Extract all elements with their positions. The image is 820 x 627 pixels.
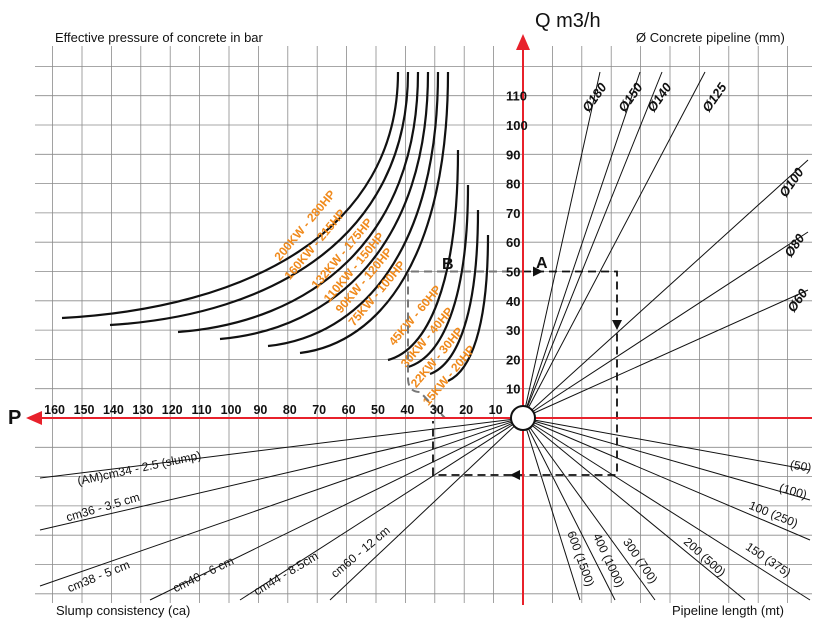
- q-tick-label: 30: [506, 323, 520, 338]
- example-path: [407, 266, 622, 480]
- q-tick-label: 10: [506, 382, 520, 397]
- power-curve: [219, 71, 430, 341]
- power-curve: [429, 209, 480, 376]
- diameter-label: Ø125: [699, 79, 730, 114]
- p-tick-label: 90: [253, 403, 267, 417]
- length-ray: [522, 417, 616, 601]
- power-curve: [407, 184, 470, 369]
- q-tick-label: 20: [506, 352, 520, 367]
- path-arrow-down: [612, 320, 622, 330]
- diameter-label: Ø60: [784, 285, 811, 314]
- q-tick-label: 90: [506, 147, 520, 162]
- slump-ray: [239, 417, 524, 601]
- path-arrow-right: [533, 266, 543, 277]
- q-tick-label: 40: [506, 294, 520, 309]
- slump-label: cm44 - 8.5cm: [251, 549, 321, 598]
- power-curve: [447, 234, 490, 383]
- length-ray: [522, 417, 746, 601]
- length-ray: [522, 417, 811, 471]
- diameter-ray: [522, 231, 809, 419]
- p-tick-label: 60: [342, 403, 356, 417]
- q-tick-label: 70: [506, 206, 520, 221]
- length-label: (50): [789, 457, 812, 474]
- q-tick-label: 110: [506, 89, 527, 104]
- slump-axis-title: Slump consistency (ca): [56, 603, 191, 618]
- q-tick-label: 100: [506, 118, 528, 133]
- p-tick-label: 160: [44, 403, 65, 417]
- slump-ray: [39, 417, 524, 479]
- p-tick-label: 150: [74, 403, 95, 417]
- diameter-ray: [522, 71, 663, 419]
- power-curve: [267, 71, 440, 348]
- length-label: 100 (250): [747, 498, 800, 530]
- length-ray: [522, 417, 581, 601]
- length-label: 200 (500): [681, 535, 729, 580]
- slump-ray: [39, 417, 524, 531]
- diameter-label: Ø100: [776, 164, 807, 199]
- q-axis-arrow: [516, 34, 530, 50]
- slump-label: cm36 - 3.5 cm: [64, 490, 141, 524]
- p-tick-label: 100: [221, 403, 242, 417]
- diameter-label: Ø180: [579, 79, 610, 114]
- power-curve: [299, 71, 450, 355]
- length-axis-title: Pipeline length (mt): [672, 603, 784, 618]
- diameter-ray: [522, 289, 809, 419]
- power-curve: [387, 149, 460, 362]
- point-b-label: B: [442, 256, 454, 273]
- q-tick-label: 50: [506, 265, 520, 280]
- point-a-label: A: [536, 255, 548, 272]
- diameter-label: Ø150: [615, 79, 646, 114]
- slump-label: cm38 - 5 cm: [65, 557, 131, 595]
- p-tick-label: 70: [312, 403, 326, 417]
- p-tick-label: 110: [192, 403, 212, 417]
- p-tick-label: 50: [371, 403, 385, 417]
- diameter-ray: [522, 71, 706, 419]
- origin-circle: [510, 405, 536, 431]
- power-curve: [177, 71, 420, 334]
- slump-label: (AM)cm34 - 2.5 (slump): [76, 448, 202, 488]
- p-tick-label: 40: [400, 403, 414, 417]
- chart-labels: P Q m3/h 10 20 30 40 50 60 70 80 90 100 110 160 150 140…: [8, 10, 601, 429]
- slump-label: cm40 - 6 cm: [171, 554, 236, 596]
- q-tick-label: 80: [506, 177, 520, 192]
- diameter-ray: [522, 71, 641, 419]
- slump-ray: [329, 417, 524, 601]
- slump-ray: [39, 417, 524, 587]
- example-path-line: [432, 270, 618, 476]
- diameter-ray: [522, 71, 601, 419]
- p-tick-label: 10: [489, 403, 503, 417]
- p-tick-label: 120: [162, 403, 183, 417]
- p-tick-label: 20: [459, 403, 473, 417]
- pressure-axis-title: Effective pressure of concrete in bar: [55, 30, 263, 45]
- p-tick-label: 30: [430, 403, 444, 417]
- diameter-ray: [522, 159, 809, 419]
- length-ray: [522, 417, 656, 601]
- length-ray: [522, 417, 811, 501]
- length-ray: [522, 417, 811, 541]
- p-axis-label: P: [8, 407, 21, 429]
- length-label: (100): [778, 481, 809, 502]
- p-tick-label: 140: [103, 403, 124, 417]
- p-axis-arrow: [26, 411, 42, 425]
- slump-ray: [149, 417, 524, 601]
- q-tick-label: 60: [506, 235, 520, 250]
- grid: [35, 46, 812, 603]
- axes: [26, 34, 812, 605]
- slump-label: cm60 - 12 cm: [328, 523, 393, 580]
- diameter-axis-title: Ø Concrete pipeline (mm): [636, 30, 785, 45]
- p-tick-label: 80: [283, 403, 297, 417]
- example-path-b: [407, 270, 523, 419]
- q-axis-label: Q m3/h: [535, 10, 601, 32]
- path-arrow-left: [510, 470, 520, 480]
- p-tick-label: 130: [132, 403, 153, 417]
- power-curve: [61, 71, 400, 320]
- power-curve: [109, 71, 410, 327]
- length-ray: [522, 417, 811, 601]
